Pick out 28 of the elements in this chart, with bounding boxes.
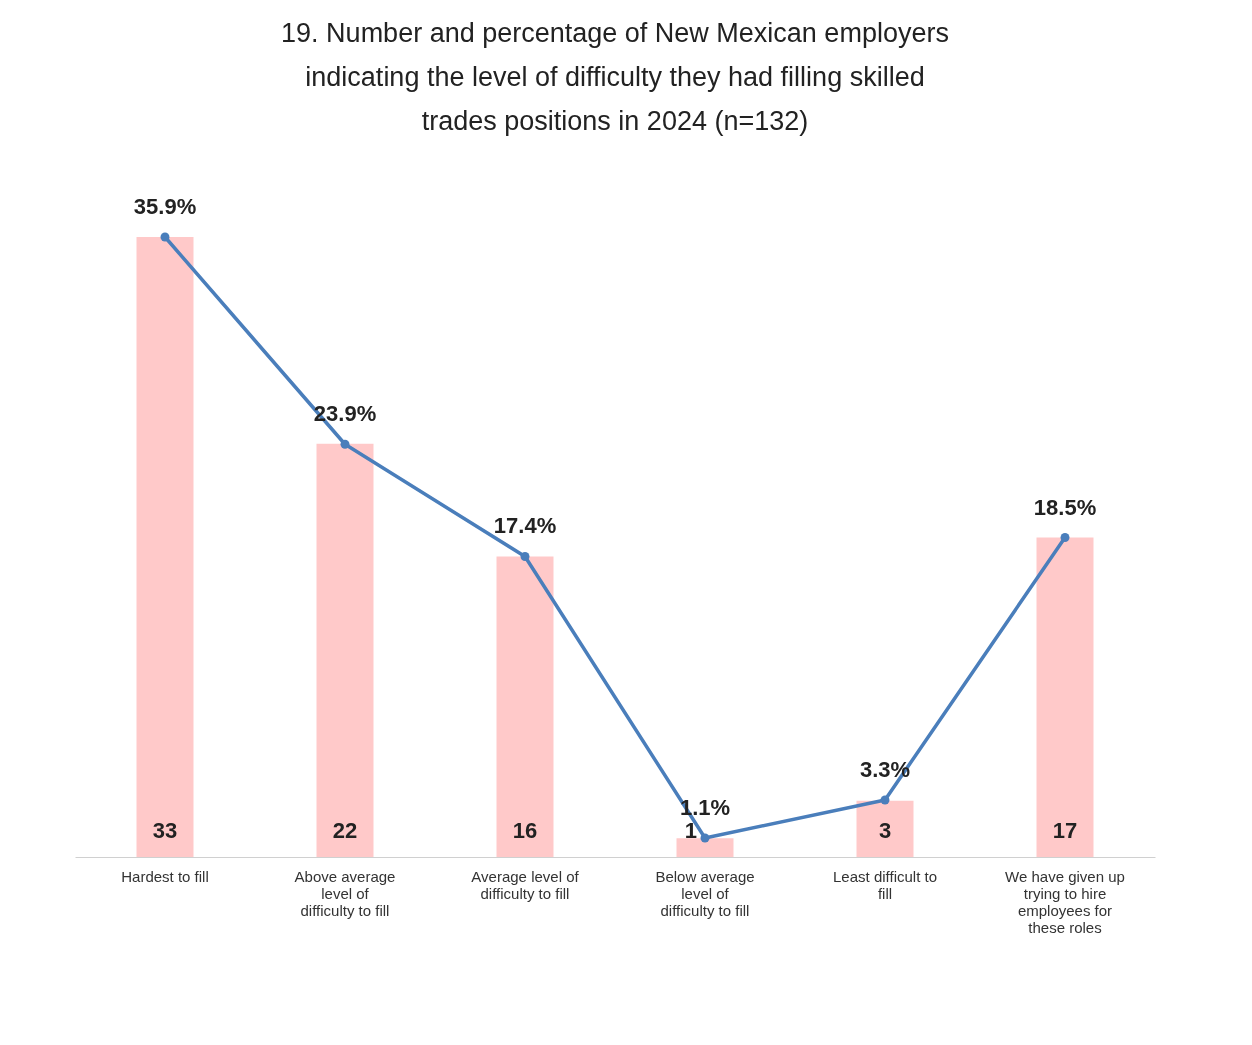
x-tick-label: Least difficult to fill [833,867,937,902]
data-label: 17.4% [493,513,557,539]
point [520,552,530,561]
point [880,795,890,805]
x-tick-label: We have given up trying to hire employees for these roles [1005,867,1125,936]
data-label: 18.5% [1033,494,1097,520]
data-label: 16 [512,818,538,843]
chart-title: 19. Number and percentage of New Mexican employers indicating the level of difficulty they had filling skilled trades positions in 2024 (n=132) [281,18,949,136]
bar [676,838,734,857]
x-tick-label: Average level of difficulty to fill [471,867,580,902]
data-label: 33 [152,818,178,843]
data-label: 17 [1052,818,1078,843]
bar [1036,537,1094,857]
bar [316,443,374,857]
x-tick-label: Above average level of difficulty to fill [294,867,396,919]
point [340,439,350,449]
data-label: 35.9% [133,194,197,219]
bar [856,800,914,857]
bar [496,556,554,857]
x-tick-label: Below average level of difficulty to fill [655,867,755,919]
data-label: 1 [684,818,697,843]
x-tick-label: Hardest to fill [121,867,209,885]
data-label: 3 [878,818,892,843]
data-label: 22 [332,818,358,843]
point [1060,533,1070,542]
point [160,232,170,242]
bar [136,237,194,857]
point [700,833,710,843]
